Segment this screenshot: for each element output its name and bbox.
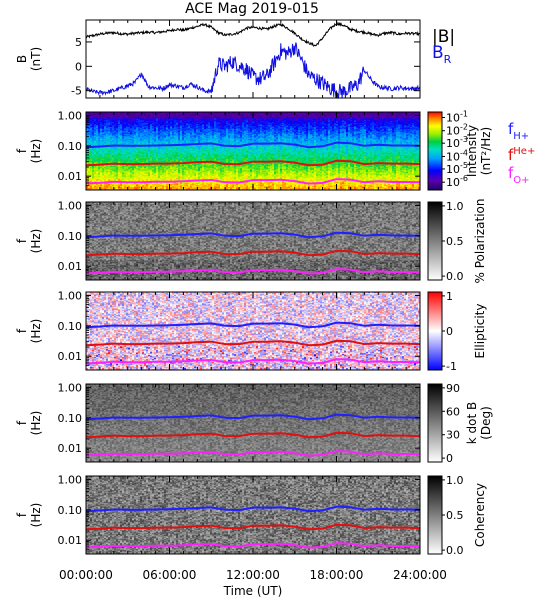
figure-title: ACE Mag 2019-015 xyxy=(185,1,319,17)
y-axis-unit: (nT) xyxy=(29,47,43,71)
y-tick-label: -5 xyxy=(71,85,82,98)
magnetic-field-panel: 50-5B (nT)|B|BR xyxy=(15,20,455,98)
legend-subscript: R xyxy=(444,53,452,66)
intensity-panel: 1.000.100.01f (Hz)10-110-210-310-410-510-… xyxy=(15,109,535,190)
y-tick-label: 5 xyxy=(75,36,82,49)
intensity-spectrogram-cells xyxy=(86,112,420,190)
plot-background xyxy=(86,20,420,98)
y-axis-label: B xyxy=(15,55,29,63)
y-tick-label: 0 xyxy=(75,60,82,73)
